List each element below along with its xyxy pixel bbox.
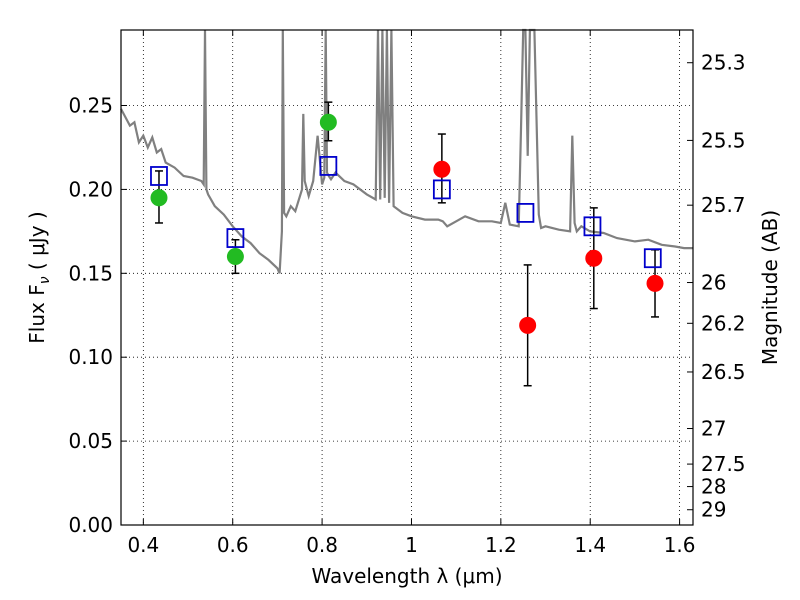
y-tick-label: 0.25 (68, 94, 113, 118)
y2-tick-label: 25.5 (701, 128, 746, 152)
y2-tick-label: 25.3 (701, 51, 746, 75)
observed-flux-point (319, 113, 337, 131)
model-photometry-square (516, 202, 535, 223)
y-tick-label: 0.00 (68, 513, 113, 537)
model-spectrum-line (120, 28, 693, 274)
y2-tick-label: 26.5 (701, 360, 746, 384)
data-markers (150, 101, 664, 387)
y2-tick-label: 25.7 (701, 193, 746, 217)
axis-ticks: 0.4 0.6 0.8 1 1.2 1.4 1.6 0.00 0.05 0.10 0.15 0.20 0… (68, 30, 746, 557)
y-tick-label: 0.05 (68, 429, 113, 453)
y2-tick-label: 27.5 (701, 452, 746, 476)
plot-frame (120, 29, 694, 526)
model-photometry-square (583, 216, 602, 237)
x-tick-label: 1 (405, 533, 418, 557)
model-photometry-square (643, 248, 662, 269)
y2-tick-label: 26.2 (701, 311, 746, 335)
observed-flux-point (226, 248, 244, 266)
model-photometry-square (319, 156, 338, 176)
x-tick-label: 0.8 (306, 533, 338, 557)
observed-flux-point (519, 316, 537, 334)
y-tick-label: 0.15 (68, 261, 113, 285)
model-photometry-square (432, 179, 451, 200)
y-axis-title-main: Flux F (25, 284, 49, 343)
grid-lines (121, 30, 693, 526)
model-photometry-square (226, 228, 245, 248)
y-axis-title-subscript: ν (37, 276, 53, 284)
y2-tick-label: 28 (701, 475, 726, 499)
x-axis-title: Wavelength λ (μm) (311, 564, 502, 588)
y-tick-label: 0.10 (68, 345, 113, 369)
observed-flux-point (150, 189, 168, 207)
observed-flux-point (646, 274, 664, 292)
y-tick-label: 0.20 (68, 177, 113, 201)
observed-flux-point (585, 249, 603, 267)
x-tick-label: 1.2 (485, 533, 517, 557)
x-tick-label: 0.4 (127, 533, 159, 557)
y2-axis-title: Magnitude (AB) (758, 210, 782, 365)
y2-tick-label: 29 (701, 498, 726, 522)
model-photometry-square (150, 166, 168, 186)
y2-tick-label: 26 (701, 271, 726, 295)
x-tick-label: 0.6 (217, 533, 249, 557)
y-axis-title-unit: ( μJy ) (25, 211, 49, 276)
model-spectrum (120, 28, 693, 274)
y2-tick-label: 27 (701, 417, 726, 441)
y-axis-title: Flux Fν ( μJy ) (25, 211, 53, 343)
x-tick-label: 1.6 (664, 533, 696, 557)
x-tick-label: 1.4 (574, 533, 606, 557)
observed-flux-point (433, 160, 451, 178)
